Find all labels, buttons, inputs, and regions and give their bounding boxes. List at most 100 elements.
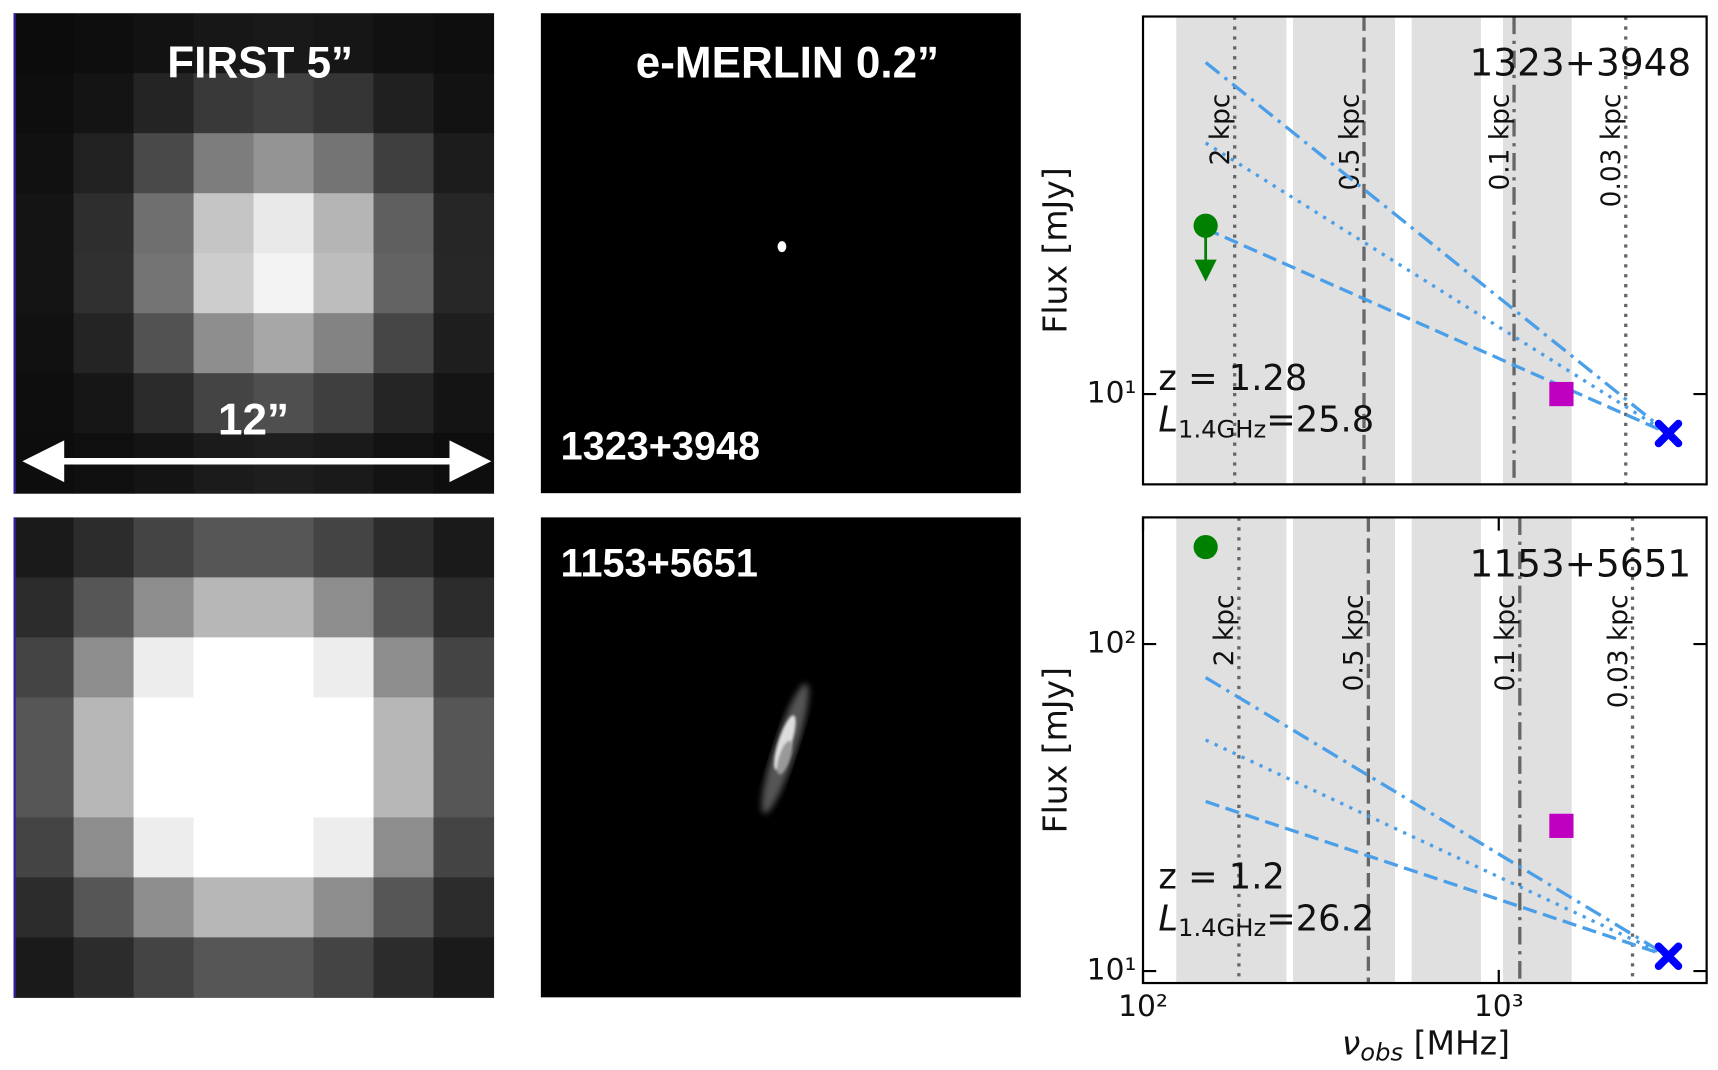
model-line bbox=[1204, 676, 1670, 958]
pixel bbox=[313, 877, 375, 938]
pixel bbox=[433, 637, 495, 698]
scale-line-label: 0.03 kpc bbox=[1596, 94, 1627, 208]
pixel bbox=[373, 253, 435, 314]
model-line bbox=[1205, 799, 1670, 958]
pixel bbox=[253, 877, 315, 938]
pixel bbox=[133, 577, 195, 638]
pixel bbox=[373, 937, 435, 998]
luminosity-label: L1.4GHz=26.2 bbox=[1158, 898, 1374, 942]
y-tick-label: 10¹ bbox=[1087, 376, 1137, 411]
pixel bbox=[313, 373, 375, 434]
pixel bbox=[13, 577, 75, 638]
scale-line-label: 2 kpc bbox=[1205, 94, 1236, 166]
scale-line-label: 0.03 kpc bbox=[1603, 594, 1634, 708]
pixel bbox=[193, 133, 255, 194]
lum-subscript: 1.4GHz bbox=[1178, 415, 1266, 443]
source-name: 1153+5651 bbox=[561, 541, 758, 585]
pixel bbox=[133, 877, 195, 938]
pixel bbox=[313, 253, 375, 314]
pixel bbox=[313, 937, 375, 998]
pixel bbox=[253, 313, 315, 374]
data-point bbox=[1193, 213, 1218, 238]
pixel bbox=[133, 757, 195, 818]
band bbox=[1411, 517, 1481, 984]
pixel bbox=[373, 817, 435, 878]
pixel bbox=[193, 817, 255, 878]
pixel bbox=[313, 757, 375, 818]
pixel bbox=[253, 817, 315, 878]
pixel bbox=[133, 313, 195, 374]
pixel bbox=[253, 577, 315, 638]
pixel bbox=[193, 577, 255, 638]
pixel bbox=[133, 937, 195, 998]
pixel bbox=[193, 637, 255, 698]
pixel bbox=[313, 817, 375, 878]
pixel bbox=[313, 193, 375, 254]
source-name: 1323+3948 bbox=[561, 425, 760, 469]
pixel bbox=[193, 313, 255, 374]
pixel bbox=[433, 517, 495, 578]
pixel bbox=[373, 133, 435, 194]
scale-line-label: 0.5 kpc bbox=[1334, 94, 1365, 191]
pixel bbox=[73, 517, 135, 578]
pixel bbox=[13, 193, 75, 254]
pixel bbox=[253, 13, 315, 74]
pixel bbox=[13, 937, 75, 998]
pixel bbox=[73, 577, 135, 638]
pixel bbox=[253, 373, 315, 434]
pixel bbox=[433, 373, 495, 434]
redshift-label: z = 1.28 bbox=[1158, 358, 1307, 399]
lum-symbol: L bbox=[1158, 898, 1178, 939]
pixel bbox=[193, 697, 255, 758]
pixel bbox=[433, 253, 495, 314]
pixel bbox=[373, 637, 435, 698]
pixel bbox=[253, 697, 315, 758]
model-line bbox=[1204, 61, 1670, 435]
pixel bbox=[313, 577, 375, 638]
pixel bbox=[133, 517, 195, 578]
pixel bbox=[13, 13, 75, 74]
x-axis-label: νobs [MHz] bbox=[1342, 1023, 1510, 1066]
image-edge bbox=[13, 517, 16, 998]
pixel bbox=[253, 193, 315, 254]
band bbox=[1176, 16, 1287, 485]
pixel bbox=[13, 133, 75, 194]
pixel bbox=[133, 193, 195, 254]
pixel bbox=[433, 73, 495, 134]
band bbox=[1292, 16, 1396, 485]
xlabel-subscript: obs bbox=[1360, 1038, 1403, 1066]
merlin-image bbox=[540, 13, 1021, 494]
pixel bbox=[193, 193, 255, 254]
y-axis-label: Flux [mJy] bbox=[1036, 167, 1075, 333]
pixel bbox=[373, 577, 435, 638]
pixel bbox=[253, 517, 315, 578]
pixel bbox=[253, 133, 315, 194]
pixel bbox=[13, 817, 75, 878]
pixel bbox=[313, 697, 375, 758]
band bbox=[1292, 517, 1396, 984]
y-tick-label: 10¹ bbox=[1087, 953, 1137, 988]
pixel bbox=[253, 637, 315, 698]
pixel bbox=[373, 877, 435, 938]
pixel bbox=[73, 253, 135, 314]
pixel bbox=[73, 313, 135, 374]
pixel bbox=[73, 133, 135, 194]
pixel bbox=[133, 253, 195, 314]
pixel bbox=[313, 73, 375, 134]
lum-symbol: L bbox=[1158, 400, 1178, 441]
pixel bbox=[373, 373, 435, 434]
first-image bbox=[13, 13, 495, 494]
pixel bbox=[373, 313, 435, 374]
pixel bbox=[133, 133, 195, 194]
pixel bbox=[253, 73, 315, 134]
first-image bbox=[13, 517, 495, 998]
pixel bbox=[433, 577, 495, 638]
pixel bbox=[73, 877, 135, 938]
y-axis-label: Flux [mJy] bbox=[1036, 667, 1075, 833]
pixel bbox=[133, 697, 195, 758]
band bbox=[1411, 16, 1481, 485]
plot-frame bbox=[1141, 15, 1708, 486]
pixel bbox=[133, 73, 195, 134]
model-line bbox=[1204, 227, 1670, 435]
